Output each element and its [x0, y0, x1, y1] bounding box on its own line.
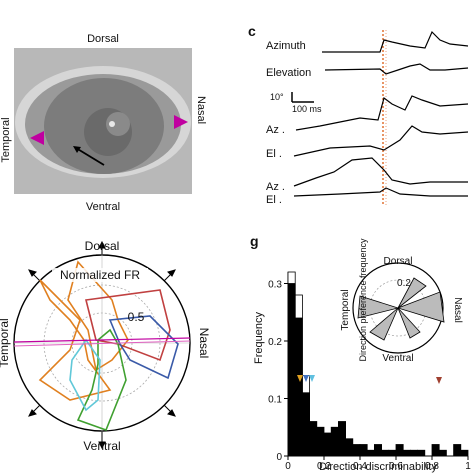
- trace-el2: [293, 187, 468, 197]
- eye-direction-arrow: [75, 147, 105, 166]
- inset-wedge-ventral-temporal: [369, 307, 399, 341]
- inset-wedge-ventral-nasal: [397, 307, 421, 339]
- hist-bar: [402, 449, 411, 457]
- hist-bar: [352, 444, 361, 457]
- response-green: [76, 328, 127, 432]
- polar-panel: Normalized FR 0.5 Dorsal Ventral Tempora…: [0, 239, 211, 453]
- trace-az1: [295, 95, 469, 131]
- trace-azimuth: [322, 30, 469, 53]
- inset-nasal-label: Nasal: [452, 297, 463, 323]
- polar-legend-bg: [52, 268, 148, 282]
- hist-bar: [395, 444, 404, 457]
- inset-wedge-dorsal-nasal: [397, 277, 427, 309]
- eye-panel: Dorsal Ventral Temporal Nasal: [0, 33, 207, 213]
- histogram-panel: g Frequency Direction discriminability 0…: [250, 233, 471, 473]
- eye-axis-line-2: [13, 340, 191, 347]
- hist-bar: [337, 421, 346, 457]
- marker-blue: [303, 375, 309, 382]
- response-cyan: [69, 338, 101, 412]
- marker-cyan: [309, 375, 315, 382]
- traces-panel: c Azimuth Elevation 10° 100 ms Az . El .…: [248, 23, 469, 206]
- hist-bar: [373, 444, 382, 457]
- hist-bar: [460, 449, 469, 457]
- hist-bar: [388, 449, 397, 457]
- hist-bar: [453, 444, 462, 457]
- polar-direction-arrows: [28, 240, 176, 450]
- hist-ytick-label: 0.2: [268, 337, 282, 348]
- hist-ytick-label: 0.3: [268, 280, 282, 291]
- inset-wedge-temporal: [357, 295, 400, 319]
- inset-wedge-nasal: [396, 291, 445, 323]
- trace-label-el1: El .: [266, 148, 282, 160]
- hist-xlabel: Direction discriminability: [319, 461, 437, 473]
- response-orange: [67, 260, 129, 372]
- polar-nasal-label: Nasal: [197, 328, 211, 359]
- hist-ylabel: Frequency: [253, 312, 265, 364]
- inset-dorsal-label: Dorsal: [384, 256, 413, 267]
- trace-label-az1: Az .: [266, 124, 285, 136]
- hist-xtick-label: 0.6: [389, 461, 403, 472]
- inset-temporal-label: Temporal: [340, 289, 351, 330]
- marker-brown: [436, 377, 442, 384]
- hist-bar: [366, 449, 375, 457]
- hist-xtick-label: 0.8: [425, 461, 439, 472]
- hist-bar: [330, 426, 339, 457]
- trace-el1: [293, 125, 469, 157]
- eye-temporal-label: Temporal: [0, 117, 12, 162]
- eye-highlight: [106, 112, 130, 136]
- polar-legend-label: Normalized FR: [60, 268, 140, 282]
- hist-bar: [287, 283, 296, 457]
- hist-xtick-label: 1: [465, 461, 471, 472]
- polar-ring-label: 0.5: [128, 310, 145, 324]
- polar-ventral-label: Ventral: [83, 439, 120, 453]
- eye-reflection: [109, 121, 115, 127]
- response-blue: [108, 315, 179, 380]
- panel-c-letter: c: [248, 23, 256, 39]
- hist-bar: [359, 444, 368, 457]
- hist-xtick-label: 0.4: [353, 461, 367, 472]
- eye-axis-line: [13, 337, 191, 343]
- eye-nasal-label: Nasal: [195, 96, 207, 124]
- inset-polar: Dorsal Ventral Temporal Nasal Direction …: [340, 238, 463, 364]
- hist-bar: [301, 392, 310, 457]
- eye-direction-arrowhead: [73, 146, 81, 153]
- hist-bar: [345, 438, 354, 457]
- scale-ms-label: 100 ms: [292, 104, 322, 114]
- inset-title: Direction preference frequency: [358, 238, 368, 362]
- nasal-corner-marker: [174, 115, 188, 129]
- hist-bar: [417, 449, 426, 457]
- hist-xtick-label: 0.2: [317, 461, 331, 472]
- polar-dorsal-label: Dorsal: [85, 239, 120, 253]
- inset-ring-label: 0.2: [397, 278, 411, 289]
- hist-ticks: 0 0.1 0.2 0.3 0 0.2 0.4 0.6 0.8 1: [268, 280, 471, 473]
- panel-g-letter: g: [250, 233, 259, 249]
- trace-az2: [293, 157, 468, 187]
- eye-dorsal-label: Dorsal: [87, 33, 119, 45]
- hist-bar: [323, 432, 332, 457]
- scale-deg-label: 10°: [270, 92, 284, 102]
- hist-bar: [381, 449, 390, 457]
- eye-ventral-label: Ventral: [86, 201, 120, 213]
- trace-label-el2: El .: [266, 194, 282, 206]
- hist-bar: [409, 449, 418, 457]
- temporal-corner-marker: [30, 131, 44, 145]
- inset-ventral-label: Ventral: [382, 353, 413, 364]
- hist-ytick-label: 0.1: [268, 395, 282, 406]
- hist-bar: [294, 317, 303, 457]
- trace-elevation: [324, 63, 469, 75]
- hist-bar: [309, 421, 318, 457]
- polar-temporal-label: Temporal: [0, 318, 11, 367]
- hist-bar: [438, 449, 447, 457]
- hist-bar: [316, 426, 325, 457]
- trace-label-elevation: Elevation: [266, 67, 311, 79]
- trace-label-azimuth: Azimuth: [266, 40, 306, 52]
- hist-xtick-label: 0: [285, 461, 291, 472]
- hist-ytick-label: 0: [276, 452, 282, 463]
- trace-label-az2: Az .: [266, 181, 285, 193]
- marker-orange: [297, 375, 303, 382]
- hist-bar: [431, 444, 440, 457]
